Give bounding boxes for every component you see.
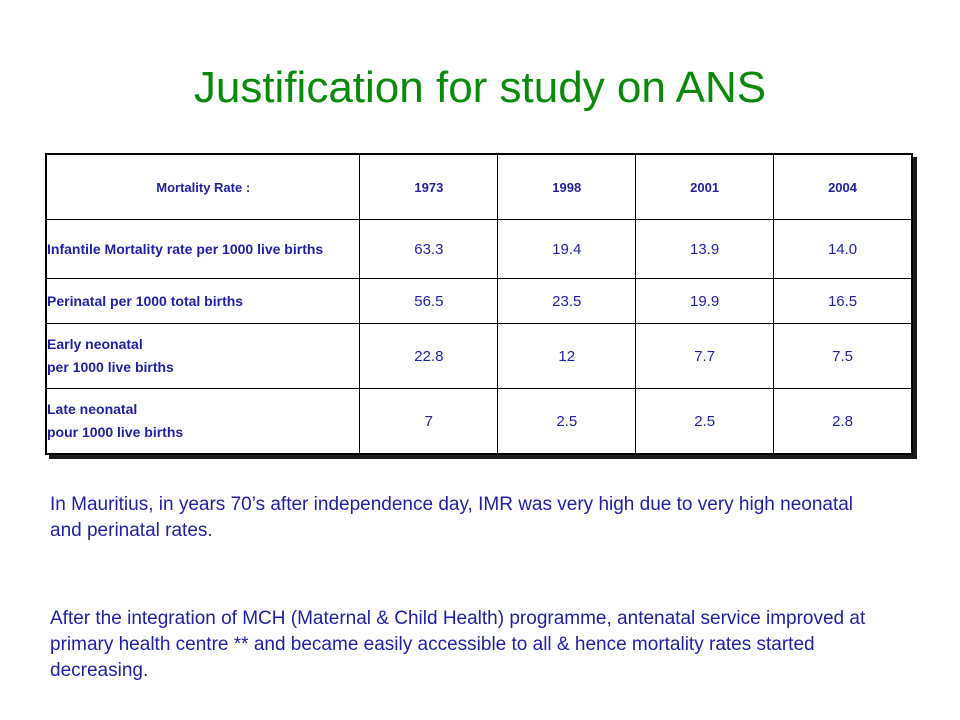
row-label-line: pour 1000 live births <box>47 424 184 440</box>
table-cell: 23.5 <box>497 278 637 324</box>
table-cell: 22.8 <box>359 323 499 389</box>
table-row-late-neonatal: Late neonatal pour 1000 live births 7 2.… <box>45 388 913 455</box>
header-cell-1973: 1973 <box>359 153 499 220</box>
table-cell: 7.5 <box>773 323 913 389</box>
row-label: Infantile Mortality rate per 1000 live b… <box>45 219 361 279</box>
table-cell: 2.8 <box>773 388 913 455</box>
row-label-line: Early neonatal <box>47 336 143 352</box>
mortality-rate-table: Mortality Rate : 1973 1998 2001 2004 Inf… <box>45 153 913 455</box>
header-cell-2004: 2004 <box>773 153 913 220</box>
table-cell: 7.7 <box>635 323 775 389</box>
table-cell: 2.5 <box>635 388 775 455</box>
table-cell: 16.5 <box>773 278 913 324</box>
row-label: Early neonatal per 1000 live births <box>45 323 361 389</box>
table-cell: 19.9 <box>635 278 775 324</box>
table-cell: 13.9 <box>635 219 775 279</box>
row-label: Late neonatal pour 1000 live births <box>45 388 361 455</box>
slide-title: Justification for study on ANS <box>193 63 767 112</box>
header-cell-1998: 1998 <box>497 153 637 220</box>
table-cell: 19.4 <box>497 219 637 279</box>
header-cell-2001: 2001 <box>635 153 775 220</box>
row-label-line: per 1000 live births <box>47 359 174 375</box>
body-paragraph-history: In Mauritius, in years 70’s after indepe… <box>50 494 854 541</box>
table-cell: 7 <box>359 388 499 455</box>
table-cell: 12 <box>497 323 637 389</box>
table-header-row: Mortality Rate : 1973 1998 2001 2004 <box>45 153 913 220</box>
row-label: Perinatal per 1000 total births <box>45 278 361 324</box>
row-label-line: Perinatal per 1000 total births <box>47 292 244 309</box>
table-cell: 56.5 <box>359 278 499 324</box>
body-paragraph-mch-programme: After the integration of MCH (Maternal &… <box>50 608 866 681</box>
table-row-perinatal: Perinatal per 1000 total births 56.5 23.… <box>45 278 913 324</box>
table-row-early-neonatal: Early neonatal per 1000 live births 22.8… <box>45 323 913 389</box>
row-label-line: Infantile Mortality rate per 1000 live b… <box>47 240 324 257</box>
table-cell: 63.3 <box>359 219 499 279</box>
table-cell: 2.5 <box>497 388 637 455</box>
table-cell: 14.0 <box>773 219 913 279</box>
table-row-infantile: Infantile Mortality rate per 1000 live b… <box>45 219 913 279</box>
row-label-line: Late neonatal <box>47 401 138 417</box>
header-cell-metric: Mortality Rate : <box>45 153 361 220</box>
